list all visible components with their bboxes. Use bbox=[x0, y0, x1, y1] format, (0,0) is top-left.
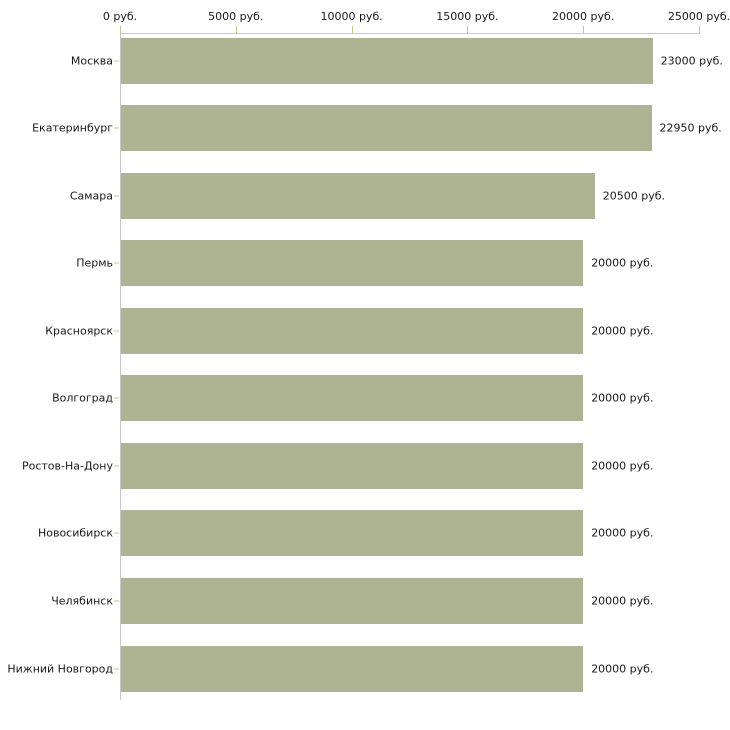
bar bbox=[121, 510, 584, 557]
y-axis-line bbox=[120, 33, 121, 700]
value-label: 20500 руб. bbox=[602, 189, 666, 203]
bar bbox=[121, 645, 584, 692]
category-label: Самара bbox=[69, 189, 113, 203]
y-axis-tick-mark bbox=[114, 60, 119, 61]
bar bbox=[121, 105, 652, 152]
x-axis-tick-label: 25000 руб. bbox=[667, 10, 730, 23]
x-axis-tick-mark bbox=[351, 26, 353, 33]
value-label: 20000 руб. bbox=[591, 324, 654, 338]
x-axis-tick-mark bbox=[583, 26, 585, 33]
bar bbox=[121, 172, 595, 219]
y-axis-tick-mark bbox=[114, 600, 119, 602]
value-label: 20000 руб. bbox=[591, 526, 654, 540]
value-label: 20000 руб. bbox=[591, 391, 654, 405]
y-axis-tick-mark bbox=[114, 532, 119, 534]
bar bbox=[121, 37, 653, 84]
y-axis-tick-mark bbox=[114, 262, 119, 264]
x-axis-tick-mark bbox=[699, 26, 700, 33]
value-label: 20000 руб. bbox=[591, 256, 654, 270]
category-label: Екатеринбург bbox=[32, 121, 113, 135]
bar bbox=[121, 375, 584, 422]
category-label: Новосибирск bbox=[37, 526, 113, 540]
bar bbox=[121, 442, 584, 489]
value-label: 20000 руб. bbox=[591, 662, 654, 676]
category-label: Нижний Новгород bbox=[7, 662, 113, 676]
y-axis-tick-mark bbox=[114, 127, 119, 129]
y-axis-tick-mark bbox=[114, 330, 119, 332]
x-axis-tick-label: 10000 руб. bbox=[320, 10, 383, 23]
bar bbox=[121, 577, 584, 624]
x-axis-tick-label: 5000 руб. bbox=[208, 10, 264, 23]
x-axis-tick-mark bbox=[120, 26, 121, 33]
x-axis-tick-mark bbox=[235, 26, 237, 33]
value-label: 23000 руб. bbox=[660, 54, 723, 67]
x-axis-tick-label: 0 руб. bbox=[102, 10, 138, 23]
y-axis-tick-mark bbox=[114, 668, 119, 670]
category-label: Ростов-На-Дону bbox=[21, 459, 113, 473]
bar bbox=[121, 307, 584, 354]
category-label: Москва bbox=[70, 54, 113, 67]
x-axis-tick-label: 20000 руб. bbox=[552, 10, 615, 23]
value-label: 20000 руб. bbox=[591, 459, 654, 473]
bar bbox=[121, 240, 584, 287]
category-label: Волгоград bbox=[52, 391, 113, 405]
x-axis-line bbox=[120, 33, 700, 34]
value-label: 22950 руб. bbox=[659, 121, 722, 135]
x-axis-tick-label: 15000 руб. bbox=[436, 10, 499, 23]
category-label: Челябинск bbox=[51, 594, 113, 608]
value-label: 20000 руб. bbox=[591, 594, 654, 608]
y-axis-tick-mark bbox=[114, 195, 119, 197]
category-label: Красноярск bbox=[45, 324, 113, 338]
y-axis-tick-mark bbox=[114, 397, 119, 399]
y-axis-tick-mark bbox=[114, 465, 119, 467]
category-label: Пермь bbox=[76, 256, 113, 270]
x-axis-tick-mark bbox=[467, 26, 469, 33]
